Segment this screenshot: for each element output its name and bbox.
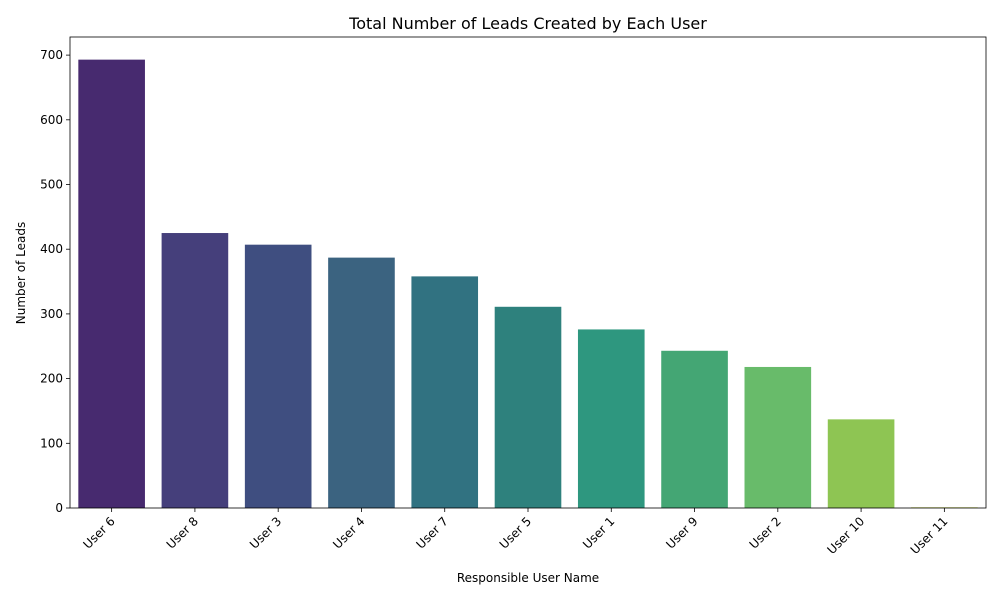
y-tick-label: 200 xyxy=(40,372,63,386)
bar-user-6 xyxy=(78,59,145,508)
y-tick-label: 300 xyxy=(40,307,63,321)
x-axis-label: Responsible User Name xyxy=(457,571,599,585)
bar-user-10 xyxy=(827,419,895,508)
y-tick-label: 0 xyxy=(55,501,63,515)
chart-title: Total Number of Leads Created by Each Us… xyxy=(348,14,707,33)
plot-frame xyxy=(69,36,987,509)
bar-user-8 xyxy=(161,233,229,508)
y-tick-label: 400 xyxy=(40,242,63,256)
bar-user-9 xyxy=(661,350,728,508)
y-axis-label: Number of Leads xyxy=(14,222,28,324)
y-tick-label: 600 xyxy=(40,113,63,127)
bars-layer xyxy=(78,59,978,508)
bar-user-2 xyxy=(744,366,812,508)
bar-user-4 xyxy=(328,257,395,508)
y-tick-label: 500 xyxy=(40,178,63,192)
y-tick-label: 700 xyxy=(40,48,63,62)
bar-user-1 xyxy=(577,329,645,508)
y-ticks: 0 100 200 300 400 500 600 700 xyxy=(40,48,70,515)
bar-user-7 xyxy=(411,276,479,508)
bar-user-3 xyxy=(244,244,312,508)
bar-user-5 xyxy=(494,306,562,508)
y-tick-label: 100 xyxy=(40,436,63,450)
